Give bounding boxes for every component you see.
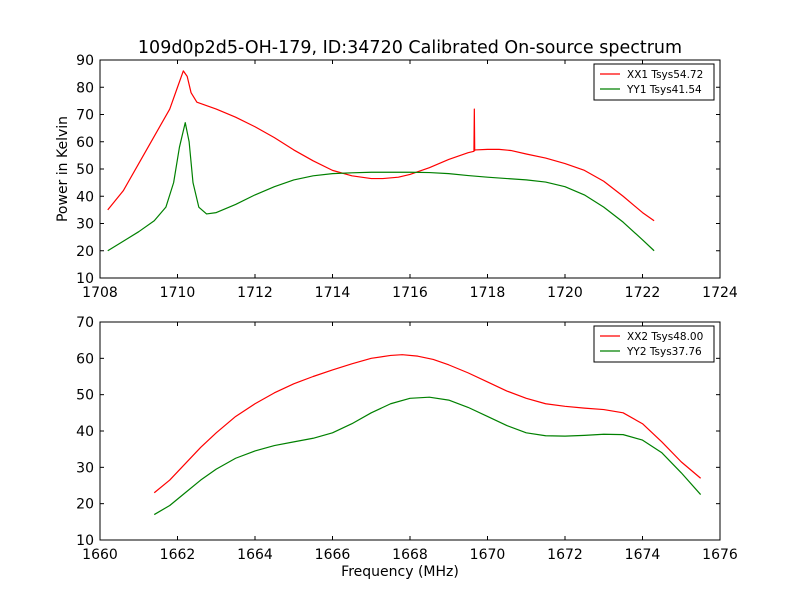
- x-tick-label: 1670: [470, 547, 506, 563]
- bottom-chart: 1660 1662 1664 1666 1668 1670 1672 1674 1676 10 20…: [76, 315, 738, 580]
- x-tick-label: 1712: [237, 285, 273, 301]
- x-tick-label: 1674: [625, 547, 661, 563]
- x-tick-label: 1676: [702, 547, 738, 563]
- x-tick-label: 1708: [82, 285, 118, 301]
- x-tick-label: 1716: [392, 285, 428, 301]
- y-tick-label: 30: [76, 460, 94, 476]
- y-tick-label: 10: [76, 271, 94, 287]
- x-axis-label: Frequency (MHz): [341, 564, 459, 580]
- y-tick-label: 80: [76, 80, 94, 96]
- series-line-2-1: [153, 354, 702, 494]
- x-tick-label: 1710: [160, 285, 196, 301]
- x-tick-label: 1660: [82, 547, 118, 563]
- series-line-2-2: [153, 396, 702, 516]
- top-chart: 1708 1710 1712 1714 1716 1718 1720 1722 1724 10 20…: [55, 53, 738, 301]
- y-axis-label: Power in Kelvin: [55, 116, 71, 222]
- y-tick-label: 30: [76, 217, 94, 233]
- chart-title: 109d0p2d5-OH-179, ID:34720 Calibrated On…: [138, 38, 682, 58]
- legend-entry: YY1 Tsys41.54: [626, 84, 702, 96]
- legend: XX2 Tsys48.00 YY2 Tsys37.76: [593, 325, 715, 363]
- plot-area: [153, 354, 702, 516]
- y-tick-label: 70: [76, 108, 94, 124]
- series-line-1-1: [107, 70, 655, 222]
- y-tick-label: 20: [76, 244, 94, 260]
- x-tick-label: 1718: [470, 285, 506, 301]
- y-tick-label: 40: [76, 189, 94, 205]
- y-tick-label: 20: [76, 497, 94, 513]
- y-tick-label: 50: [76, 162, 94, 178]
- legend-entry: XX1 Tsys54.72: [627, 69, 703, 81]
- y-tick-label: 10: [76, 533, 94, 549]
- x-tick-label: 1666: [315, 547, 351, 563]
- legend-box: [593, 325, 715, 363]
- x-tick-label: 1724: [702, 285, 738, 301]
- x-tick-label: 1714: [315, 285, 351, 301]
- x-tick-label: 1668: [392, 547, 428, 563]
- y-tick-label: 60: [76, 351, 94, 367]
- plot-area: [107, 70, 655, 252]
- y-tick-label: 90: [76, 53, 94, 69]
- y-tick-label: 70: [76, 315, 94, 331]
- legend-entry: XX2 Tsys48.00: [627, 331, 703, 343]
- legend: XX1 Tsys54.72 YY1 Tsys41.54: [593, 63, 715, 101]
- y-tick-label: 60: [76, 135, 94, 151]
- y-tick-label: 50: [76, 388, 94, 404]
- x-tick-label: 1662: [160, 547, 196, 563]
- y-tick-label: 40: [76, 424, 94, 440]
- series-line-1-2: [107, 122, 655, 252]
- legend-entry: YY2 Tsys37.76: [626, 346, 702, 358]
- x-tick-label: 1664: [237, 547, 273, 563]
- x-tick-label: 1720: [547, 285, 583, 301]
- legend-box: [593, 63, 715, 101]
- x-tick-label: 1672: [547, 547, 583, 563]
- x-tick-label: 1722: [625, 285, 661, 301]
